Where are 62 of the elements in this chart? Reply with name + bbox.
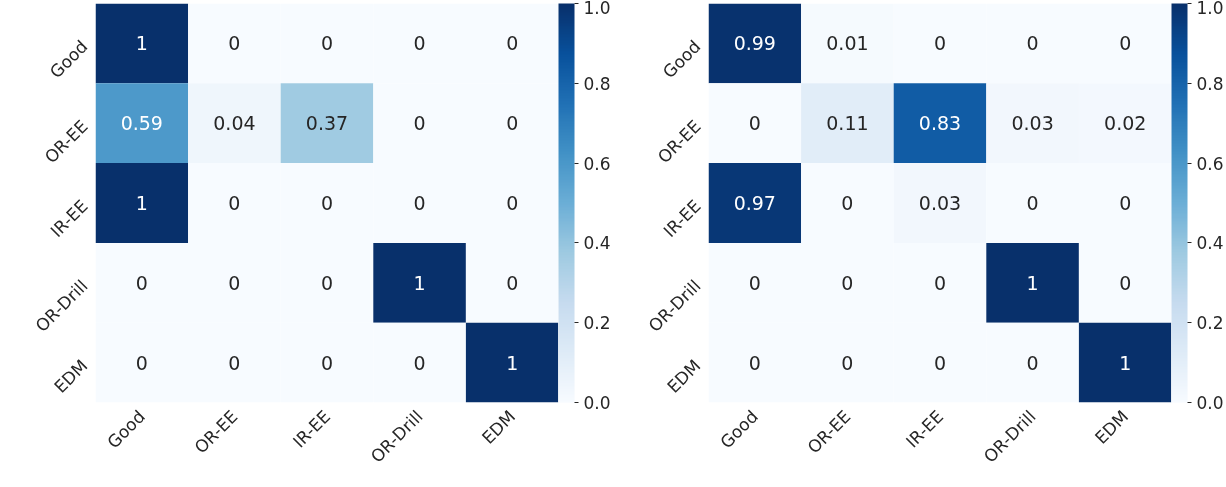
data-label: 0	[228, 351, 241, 374]
data-label: 0	[933, 271, 947, 294]
color-bar-label: 0.0	[583, 393, 611, 413]
data-label: 0	[933, 351, 947, 374]
data-label: 0	[1119, 271, 1132, 294]
data-label: 0	[1026, 351, 1039, 374]
data-label: 0	[228, 32, 241, 55]
color-bar-label: 0.2	[583, 313, 611, 334]
data-label: 1	[506, 351, 519, 374]
data-label: 0	[841, 351, 854, 374]
data-label: 0	[748, 112, 761, 135]
color-bar-label: 0.2	[1196, 313, 1224, 334]
data-label: 0	[506, 32, 519, 55]
data-label: 1	[1119, 351, 1132, 374]
data-label: 0.04	[213, 112, 256, 135]
data-label: 0.01	[826, 32, 869, 55]
data-label: 1	[1026, 271, 1039, 294]
data-label: 0	[841, 271, 854, 294]
data-label: 0	[135, 271, 148, 294]
color-bar-label: 0.4	[1196, 233, 1224, 254]
data-label: 0.83	[918, 112, 962, 135]
color-bar-label: 0.8	[583, 73, 611, 94]
data-label: 0	[413, 192, 426, 214]
data-label: 0	[413, 351, 426, 374]
data-label: 0	[748, 351, 761, 374]
data-label: 1	[135, 192, 148, 214]
data-label: 0.99	[733, 32, 776, 55]
color-bar-label: 0.6	[1196, 153, 1224, 174]
color-bar-label: 0.0	[1196, 393, 1224, 413]
data-label: 0	[841, 192, 854, 214]
data-label: 0.03	[1011, 112, 1054, 135]
data-label: 0	[320, 32, 334, 55]
color-bar-label: 0.4	[583, 233, 611, 254]
data-label: 0	[1119, 32, 1132, 55]
color-bar-label: 0.8	[1196, 73, 1224, 94]
data-label: 0	[413, 112, 426, 135]
data-label: 0	[1026, 192, 1039, 214]
data-label: 0.97	[733, 192, 776, 214]
data-label: 0	[506, 271, 519, 294]
data-label: 0.03	[918, 192, 962, 214]
data-label: 0	[228, 271, 241, 294]
data-label: 0	[1119, 192, 1132, 214]
data-label: 0	[135, 351, 148, 374]
data-label: 1	[413, 271, 426, 294]
data-label: 0.11	[826, 112, 869, 135]
data-label: 0	[320, 351, 334, 374]
data-label: 0	[320, 192, 334, 214]
data-label: 0	[748, 271, 761, 294]
color-bar-label: 1.0	[1196, 0, 1224, 18]
data-label: 0	[506, 112, 519, 135]
data-label: 0	[933, 32, 947, 55]
data-label: 1	[135, 32, 148, 55]
data-label: 0.37	[305, 112, 349, 135]
data-label: 0	[1026, 32, 1039, 55]
data-label: 0	[506, 192, 519, 214]
data-label: 0.59	[120, 112, 163, 135]
data-label: 0	[320, 271, 334, 294]
data-label: 0.02	[1104, 112, 1147, 135]
data-label: 0	[228, 192, 241, 214]
color-bar-label: 0.6	[583, 153, 611, 174]
data-label: 0	[413, 32, 426, 55]
color-bar-label: 1.0	[583, 0, 611, 18]
